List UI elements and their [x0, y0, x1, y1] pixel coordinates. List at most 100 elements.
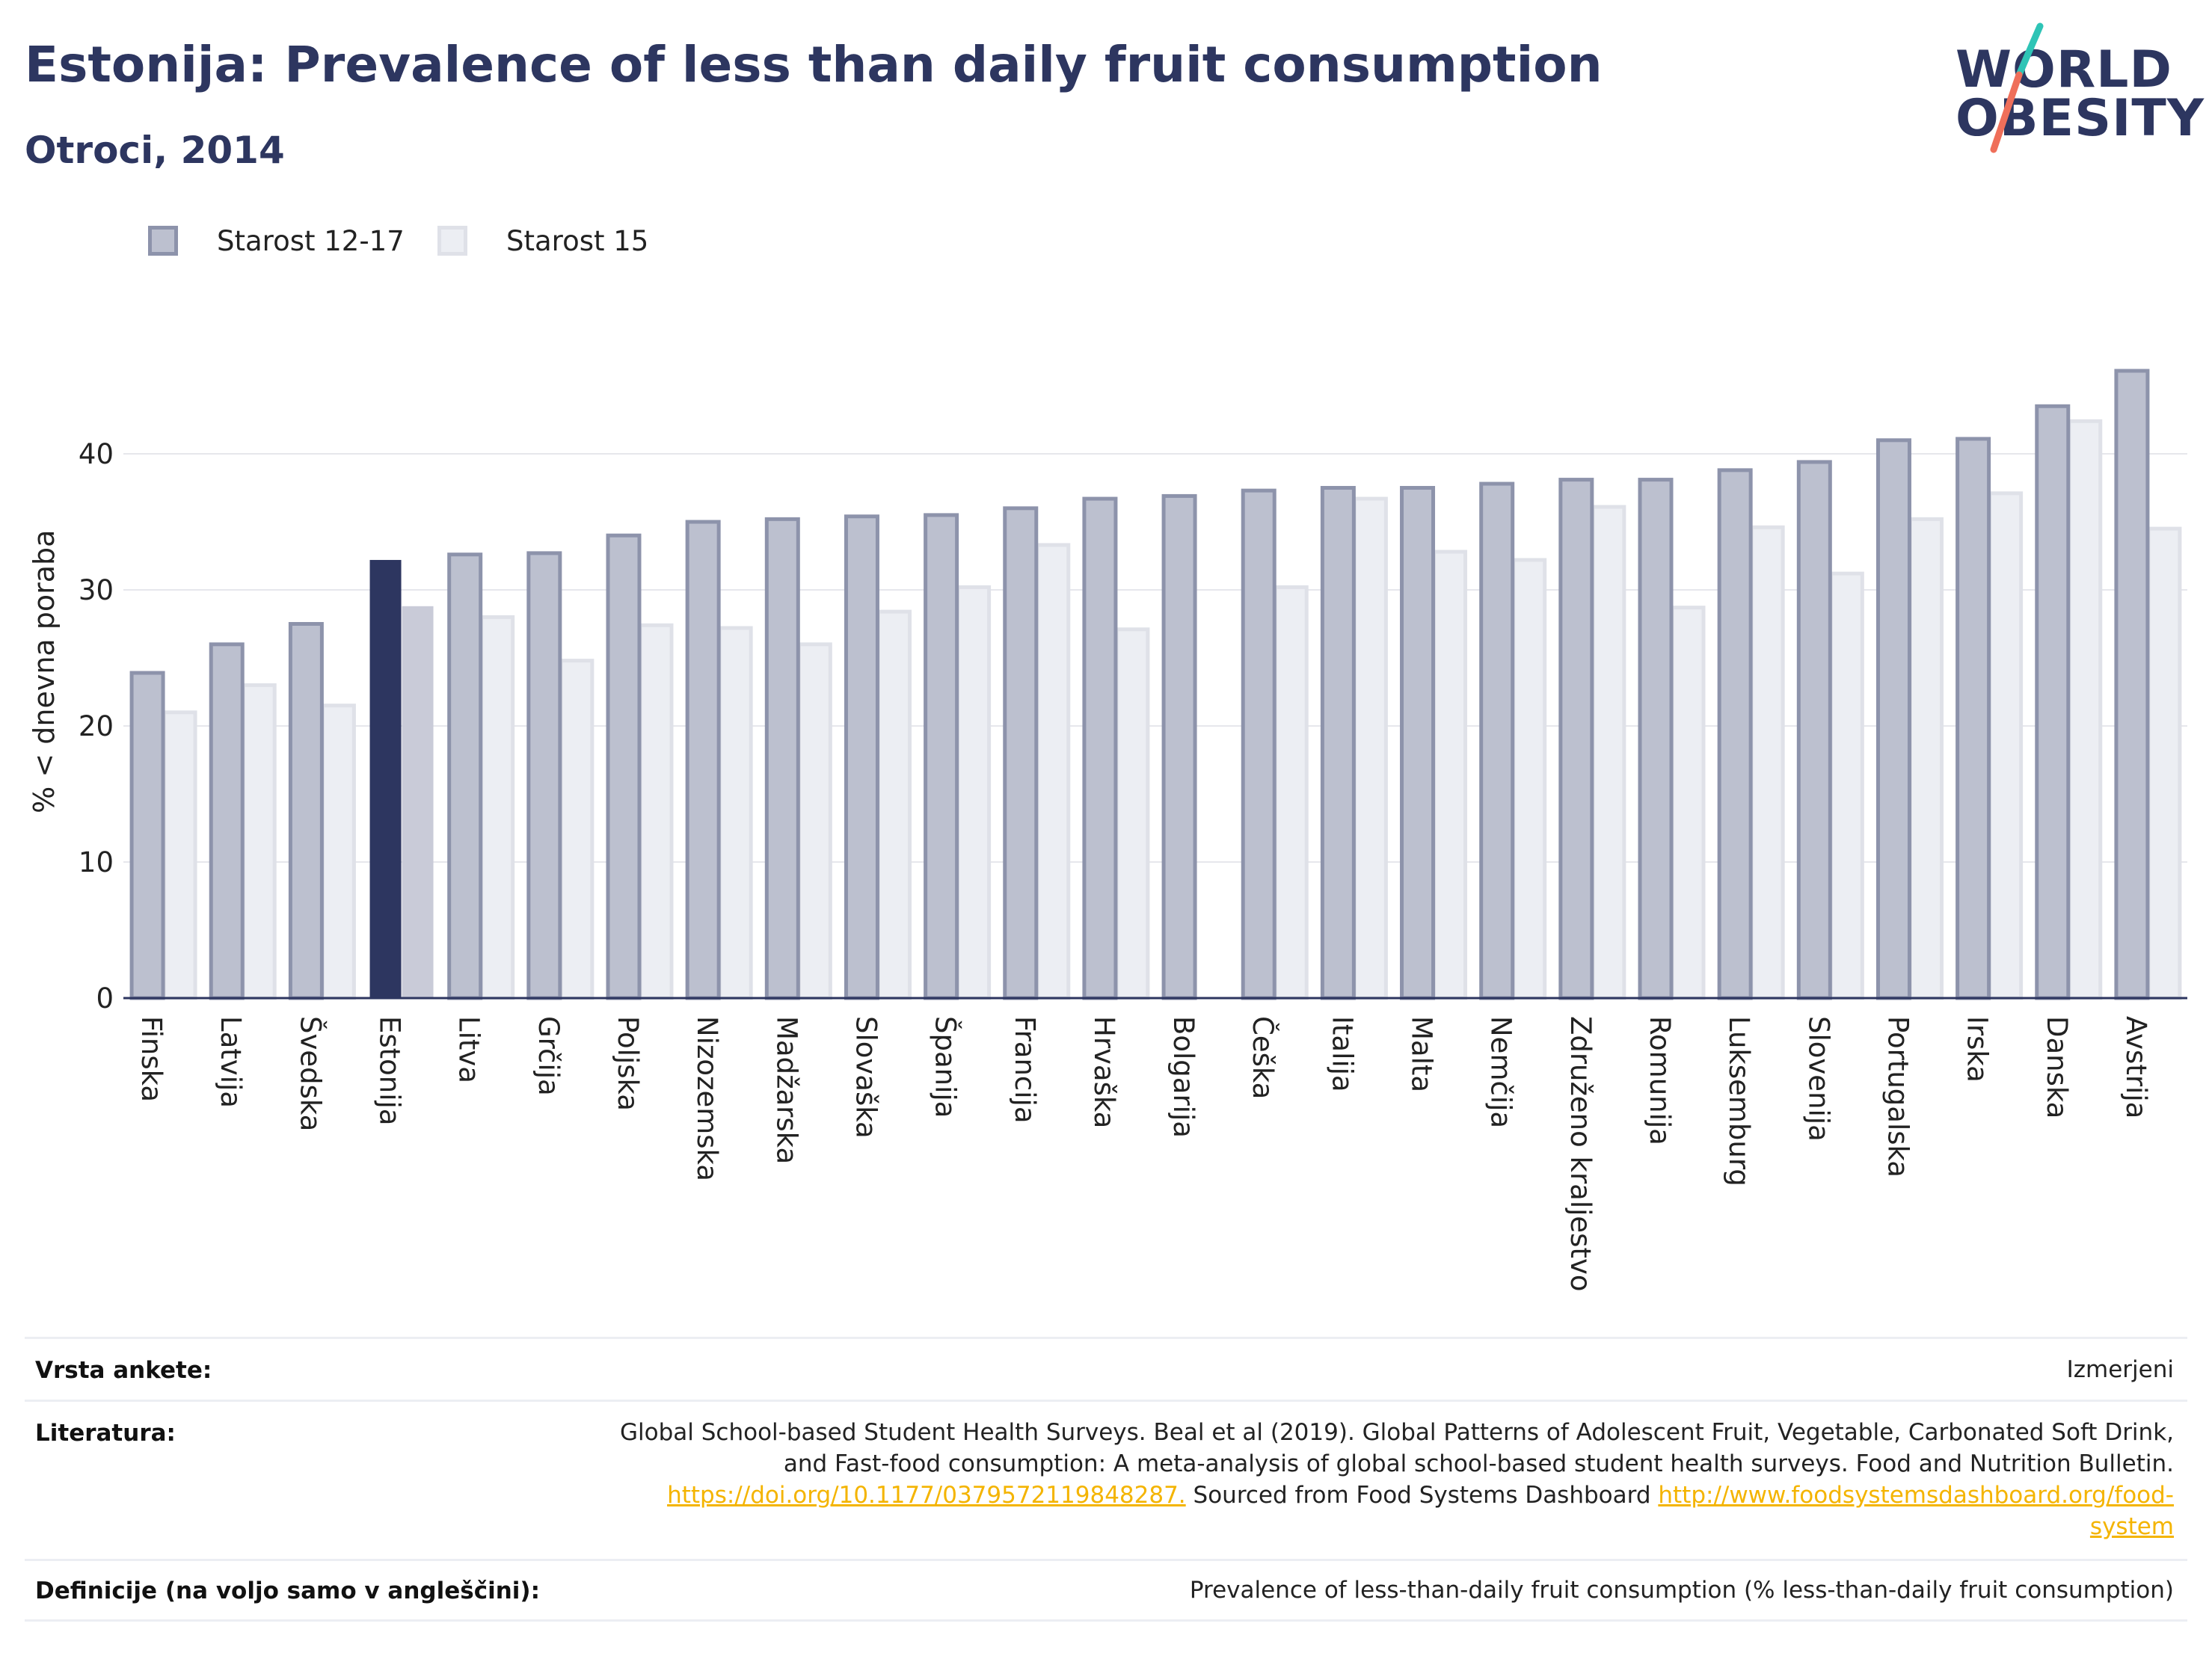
bar-age-12-17 — [1956, 437, 1991, 1000]
x-tick-label: Romunija — [1644, 1016, 1676, 1145]
info-table: Vrsta ankete: Izmerjeni Literatura: Glob… — [25, 1337, 2187, 1622]
survey-type-row: Vrsta ankete: Izmerjeni — [25, 1337, 2187, 1400]
x-tick-label: Slovenija — [1802, 1016, 1834, 1142]
x-tick-label: Latvija — [215, 1016, 247, 1108]
bar-age-12-17 — [1400, 486, 1436, 1000]
x-tick-label: Portugalska — [1881, 1016, 1914, 1178]
bar-age-15 — [1035, 543, 1071, 1000]
x-tick-label: Češka — [1247, 1016, 1279, 1099]
x-tick-label: Finska — [135, 1016, 168, 1102]
bar-age-12-17 — [526, 551, 562, 1000]
bar-age-15 — [1670, 606, 1706, 1000]
bar-age-12-17 — [447, 552, 483, 1000]
x-tick-label: Irska — [1961, 1016, 1994, 1083]
bar-age-12-17 — [844, 514, 879, 1000]
bar-age-12-17 — [2114, 369, 2150, 1000]
y-tick-label: 10 — [79, 846, 114, 878]
bar-age-15 — [1511, 558, 1547, 1000]
bar-age-12-17 — [924, 513, 959, 1000]
y-tick-label: 40 — [79, 438, 114, 470]
x-tick-label: Nemčija — [1485, 1016, 1517, 1128]
bar-age-12-17 — [685, 520, 721, 1000]
chart-subtitle: Otroci, 2014 — [25, 129, 285, 172]
world-obesity-logo: WORLD OBESITY — [1944, 22, 2204, 157]
definitions-row: Definicije (na voljo samo v angleščini):… — [25, 1559, 2187, 1622]
bar-age-15 — [1749, 525, 1785, 1000]
bar-age-12-17 — [1003, 506, 1039, 1000]
x-tick-label: Bolgarija — [1167, 1016, 1199, 1138]
bar-age-12-17 — [2035, 404, 2071, 1000]
bar-age-15 — [162, 710, 197, 1000]
x-tick-label: Italija — [1326, 1016, 1358, 1092]
x-tick-label: Poljska — [612, 1016, 644, 1111]
bar-age-15 — [1114, 627, 1150, 1000]
bar-age-12-17 — [209, 642, 245, 1000]
bar-age-12-17 — [1479, 481, 1515, 1000]
bar-age-12-17 — [288, 622, 324, 1000]
survey-type-value: Izmerjeni — [2066, 1356, 2174, 1383]
legend-label-age-12-17: Starost 12-17 — [217, 225, 405, 257]
bar-age-12-17 — [764, 517, 800, 1000]
references-source-text: Sourced from Food Systems Dashboard — [1185, 1482, 1659, 1509]
bar-age-12-17 — [1161, 493, 1197, 1000]
bar-age-12-17 — [1875, 438, 1911, 1000]
bar-age-15 — [956, 585, 992, 1000]
y-tick-label: 30 — [79, 574, 114, 606]
bar-age-12-17 — [1717, 468, 1753, 1000]
bar-age-15 — [796, 642, 832, 1000]
bar-age-12-17 — [1558, 478, 1594, 1000]
bar-age-15 — [402, 606, 434, 998]
definitions-label: Definicije (na voljo samo v angleščini): — [35, 1577, 540, 1604]
references-label: Literatura: — [35, 1420, 176, 1447]
x-tick-label: Danska — [2041, 1016, 2073, 1118]
bar-age-15 — [1352, 496, 1388, 1000]
bar-age-15 — [717, 626, 753, 1000]
bar-age-15 — [559, 659, 595, 1000]
x-tick-label: Litva — [453, 1016, 485, 1083]
bar-age-15 — [638, 623, 674, 1000]
x-tick-label: Francija — [1009, 1016, 1041, 1124]
y-tick-label: 0 — [96, 982, 114, 1015]
bar-age-12-17 — [1320, 486, 1356, 1000]
x-tick-label: Madžarska — [770, 1016, 802, 1164]
x-tick-label: Španija — [930, 1016, 962, 1118]
bar-age-15 — [241, 683, 277, 1000]
x-tick-label: Grčija — [532, 1016, 565, 1096]
x-tick-label: Avstrija — [2120, 1016, 2152, 1118]
chart-title: Estonija: Prevalence of less than daily … — [25, 36, 1603, 93]
food-systems-link-continued[interactable]: system — [2089, 1513, 2174, 1540]
x-tick-label: Združeno kraljestvo — [1564, 1016, 1597, 1291]
bar-age-15 — [876, 609, 912, 1000]
bar-age-15 — [1591, 505, 1626, 1000]
bar-age-15 — [2146, 526, 2182, 1000]
x-tick-label: Švedska — [294, 1016, 327, 1131]
legend-swatch-age-12-17 — [148, 226, 178, 256]
references-line-1: Global School-based Student Health Surve… — [620, 1419, 2174, 1446]
food-systems-link[interactable]: http://www.foodsystemsdashboard.org/food… — [1658, 1482, 2174, 1509]
references-line-2: and Fast-food consumption: A meta-analys… — [783, 1450, 2174, 1477]
references-value: Global School-based Student Health Surve… — [620, 1417, 2174, 1542]
bar-age-15 — [1988, 491, 2024, 1000]
bar-age-12-17 — [1241, 488, 1276, 1000]
y-tick-label: 20 — [79, 710, 114, 742]
logo-line-1: WORLD — [1956, 40, 2172, 99]
bar-age-15 — [1908, 517, 1944, 1000]
y-axis-title: % < dnevna poraba — [28, 530, 61, 813]
x-tick-label: Malta — [1406, 1016, 1438, 1092]
references-line-4: system — [620, 1511, 2174, 1542]
survey-type-label: Vrsta ankete: — [35, 1357, 212, 1384]
bar-age-12-17 — [1638, 478, 1674, 1000]
bar-chart: 0 10 20 30 40 % < dnevna poraba Finska Latvija Š… — [28, 369, 2187, 1291]
bar-age-12-17 — [369, 559, 402, 998]
x-tick-label: Nizozemska — [691, 1016, 723, 1181]
bar-age-15 — [2067, 419, 2103, 1000]
references-line-3: https://doi.org/10.1177/0379572119848287… — [620, 1480, 2174, 1511]
x-tick-label: Estonija — [374, 1016, 406, 1125]
x-tick-label: Slovaška — [850, 1016, 882, 1139]
bar-age-12-17 — [1796, 460, 1832, 1000]
doi-link[interactable]: https://doi.org/10.1177/0379572119848287… — [667, 1482, 1186, 1509]
logo-slash-icon — [1990, 22, 2044, 153]
bar-age-15 — [1432, 550, 1468, 1000]
references-row: Literatura: Global School-based Student … — [25, 1400, 2187, 1559]
bar-age-15 — [479, 615, 515, 1000]
